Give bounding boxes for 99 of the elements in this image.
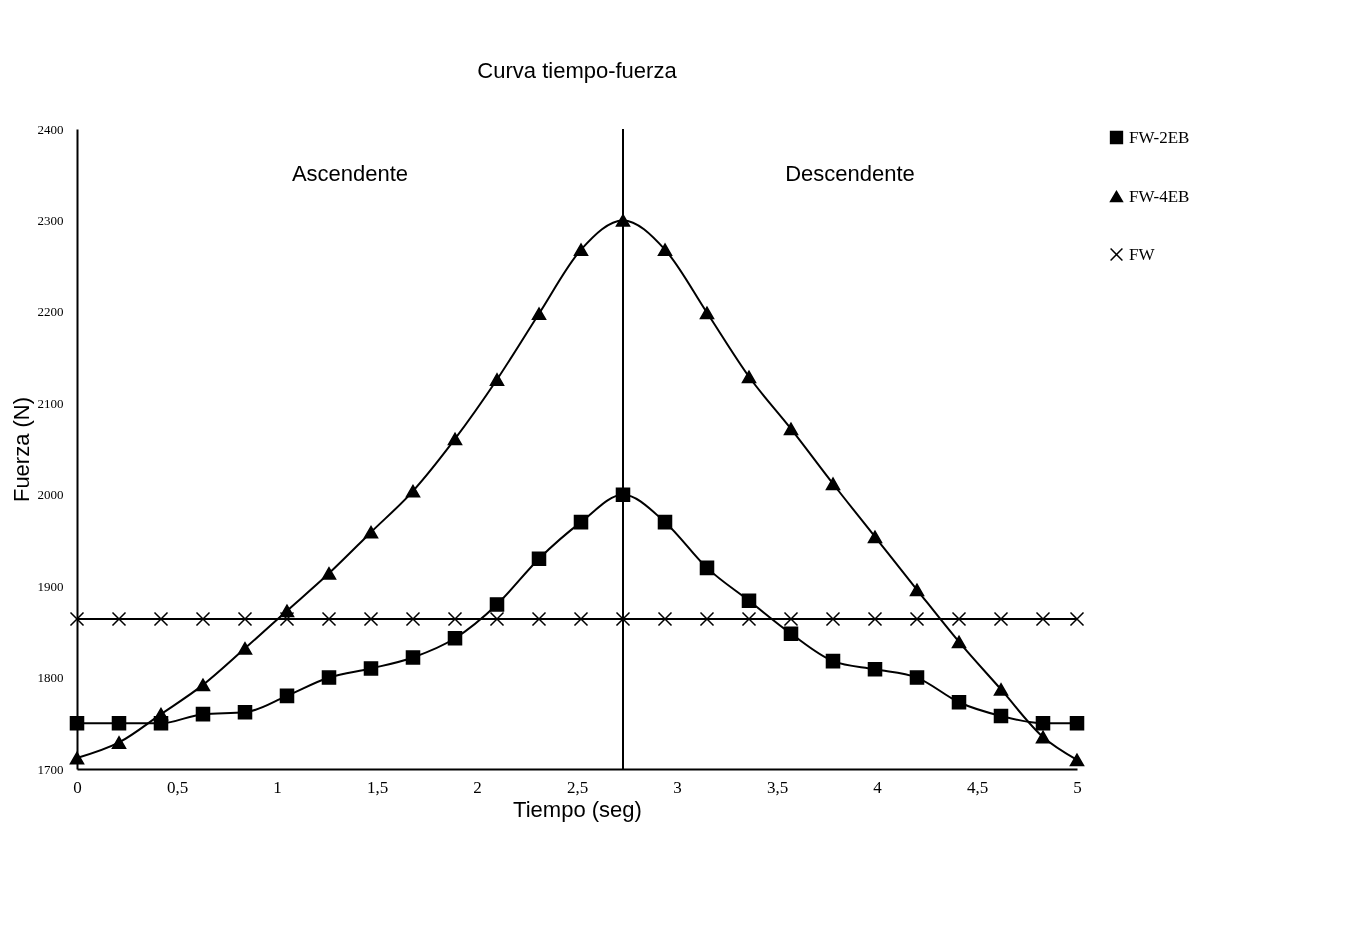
point (951, 611, 967, 627)
y-tick-label: 1800 (37, 670, 64, 686)
point (993, 611, 1009, 627)
y-axis-title: Fuerza (N) (8, 396, 34, 503)
point (699, 560, 715, 576)
point (321, 670, 337, 685)
point (825, 611, 841, 627)
point (363, 611, 379, 627)
x-tick-label: 4 (873, 777, 883, 797)
point (1069, 753, 1085, 767)
point (237, 611, 253, 627)
annotation: Ascendente (291, 160, 409, 186)
point (195, 706, 211, 722)
point (909, 611, 925, 627)
x-tick-label: 5 (1073, 777, 1082, 797)
point (993, 708, 1009, 724)
point (951, 635, 967, 649)
point (573, 243, 589, 257)
point (447, 630, 463, 646)
point (573, 611, 589, 627)
point (237, 641, 253, 655)
point (1035, 730, 1051, 744)
point (321, 566, 337, 580)
point (69, 611, 85, 627)
point (867, 662, 883, 677)
x-tick-label: 1,5 (366, 777, 389, 797)
point (321, 611, 337, 627)
point (699, 611, 715, 627)
x-tick-label: 1 (273, 777, 282, 797)
point (531, 307, 547, 321)
chart-title: Curva tiempo-fuerza (477, 58, 678, 83)
point (741, 593, 757, 609)
point (867, 530, 883, 544)
x-axis-title: Tiempo (seg) (513, 796, 642, 822)
x-tick-label: 3 (673, 777, 682, 797)
point (237, 705, 253, 720)
point (279, 688, 295, 704)
point (741, 370, 757, 384)
x-tick-label: 0 (73, 777, 82, 797)
point (783, 626, 799, 641)
legend-label: FW (1129, 244, 1156, 264)
point (741, 611, 757, 627)
point (195, 611, 211, 627)
x-tick-label: 3,5 (766, 777, 789, 797)
y-tick-label: 2200 (37, 304, 64, 320)
y-tick-label: 1900 (37, 578, 64, 594)
point (111, 736, 127, 749)
legend-label: FW-2EB (1129, 127, 1190, 147)
point (657, 514, 673, 530)
point (1035, 611, 1051, 627)
x-tick-label: 2 (473, 777, 482, 797)
point (447, 432, 463, 446)
point (699, 306, 715, 320)
point (867, 611, 883, 627)
point (111, 611, 127, 627)
point (489, 373, 505, 386)
point (405, 650, 421, 665)
annotation: Descendente (785, 160, 915, 186)
y-tick-label: 2400 (37, 121, 64, 137)
point (531, 611, 547, 627)
point (363, 661, 379, 676)
point (909, 670, 925, 685)
point (405, 611, 421, 627)
point (573, 514, 589, 530)
point (279, 611, 295, 627)
point (657, 611, 673, 627)
point (825, 653, 841, 669)
legend-label: FW-4EB (1129, 186, 1190, 206)
point (1069, 716, 1085, 731)
point (405, 484, 421, 498)
point (195, 678, 211, 692)
point (783, 422, 799, 436)
point (531, 551, 547, 566)
point (1035, 716, 1051, 731)
point (69, 716, 85, 731)
point (489, 611, 505, 627)
point (363, 525, 379, 539)
point (993, 683, 1009, 696)
point (951, 694, 967, 710)
y-tick-label: 2300 (37, 212, 64, 228)
y-tick-label: 2000 (37, 487, 64, 503)
point (153, 611, 169, 627)
point (825, 477, 841, 491)
point (615, 611, 631, 627)
point (489, 597, 505, 612)
point (153, 707, 169, 721)
x-tick-label: 0,5 (166, 777, 189, 797)
point (657, 243, 673, 257)
point (909, 583, 925, 597)
y-tick-label: 1700 (37, 761, 64, 777)
y-tick-label: 2100 (37, 395, 64, 411)
point (615, 487, 631, 502)
point (69, 751, 85, 765)
x-tick-label: 4,5 (966, 777, 989, 797)
x-tick-label: 2,5 (566, 777, 589, 797)
point (111, 716, 127, 731)
point (783, 611, 799, 627)
point (447, 611, 463, 627)
point (1069, 611, 1085, 627)
